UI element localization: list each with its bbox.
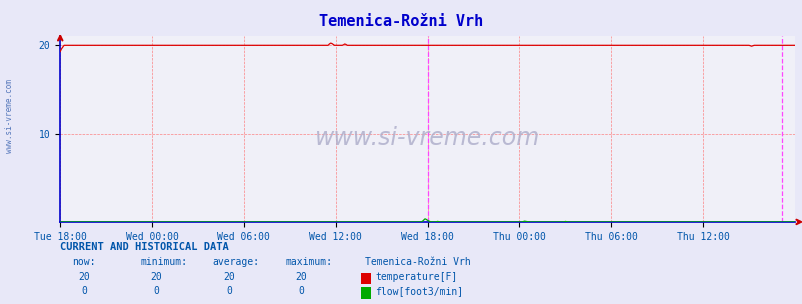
Text: www.si-vreme.com: www.si-vreme.com xyxy=(314,126,540,150)
Text: average:: average: xyxy=(213,257,260,267)
Text: now:: now: xyxy=(72,257,95,267)
Text: 0: 0 xyxy=(298,286,304,296)
Text: temperature[F]: temperature[F] xyxy=(375,272,456,282)
Text: CURRENT AND HISTORICAL DATA: CURRENT AND HISTORICAL DATA xyxy=(60,242,229,252)
Text: 0: 0 xyxy=(153,286,160,296)
Text: Temenica-Rožni Vrh: Temenica-Rožni Vrh xyxy=(319,14,483,29)
Text: Temenica-Rožni Vrh: Temenica-Rožni Vrh xyxy=(365,257,471,267)
Text: flow[foot3/min]: flow[foot3/min] xyxy=(375,286,463,296)
Text: minimum:: minimum: xyxy=(140,257,188,267)
Text: 20: 20 xyxy=(151,272,162,282)
Text: maximum:: maximum: xyxy=(285,257,332,267)
Text: 0: 0 xyxy=(225,286,232,296)
Text: 0: 0 xyxy=(81,286,87,296)
Text: 20: 20 xyxy=(223,272,234,282)
Text: 20: 20 xyxy=(79,272,90,282)
Text: 20: 20 xyxy=(295,272,306,282)
Text: www.si-vreme.com: www.si-vreme.com xyxy=(5,78,14,153)
